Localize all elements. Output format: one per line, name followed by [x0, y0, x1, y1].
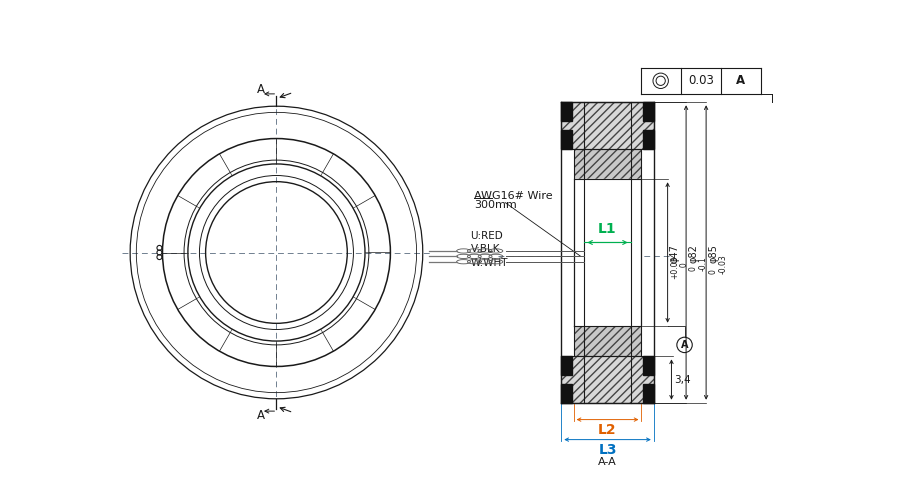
Polygon shape	[643, 384, 653, 402]
Text: L2: L2	[598, 424, 616, 438]
Polygon shape	[562, 130, 572, 148]
Polygon shape	[643, 130, 653, 148]
Text: 3,4: 3,4	[674, 374, 691, 384]
Polygon shape	[562, 102, 653, 148]
Text: φ82: φ82	[688, 244, 698, 262]
Text: W:WHT: W:WHT	[471, 258, 508, 268]
Polygon shape	[573, 180, 642, 326]
Text: 0.03: 0.03	[688, 74, 714, 88]
Text: A: A	[257, 409, 266, 422]
Text: 300mm: 300mm	[474, 200, 518, 210]
Text: +0.03
     0: +0.03 0	[670, 256, 689, 279]
Text: L3: L3	[598, 444, 616, 458]
Text: V:BLK: V:BLK	[471, 244, 500, 254]
Text: φ85: φ85	[708, 244, 718, 262]
Text: L1: L1	[598, 222, 616, 236]
Polygon shape	[573, 326, 642, 356]
Text: U:RED: U:RED	[471, 230, 503, 240]
Text: A-A: A-A	[598, 456, 616, 466]
Polygon shape	[562, 356, 572, 375]
Text: A: A	[680, 340, 688, 350]
Text: 0
-0.03: 0 -0.03	[708, 254, 728, 274]
Text: AWG16# Wire: AWG16# Wire	[474, 191, 553, 201]
Text: A: A	[257, 83, 266, 96]
Polygon shape	[562, 384, 572, 402]
Polygon shape	[643, 356, 653, 375]
Polygon shape	[643, 102, 653, 121]
Polygon shape	[573, 148, 642, 180]
Polygon shape	[562, 102, 572, 121]
Polygon shape	[562, 356, 653, 403]
Text: 0
-0.1: 0 -0.1	[688, 256, 707, 272]
Text: A: A	[736, 74, 745, 88]
Text: φ47: φ47	[670, 244, 680, 262]
